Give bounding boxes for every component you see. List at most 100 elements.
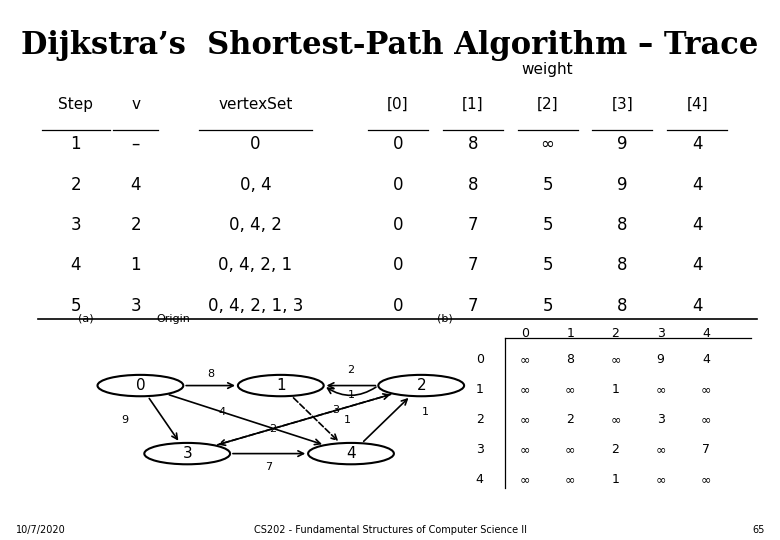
Text: ∞: ∞ [655, 383, 666, 396]
Text: Step: Step [58, 97, 94, 112]
Text: ∞: ∞ [519, 383, 530, 396]
Text: –: – [132, 135, 140, 153]
Text: ∞: ∞ [519, 413, 530, 426]
Text: ∞: ∞ [610, 353, 621, 366]
Text: 3: 3 [70, 216, 81, 234]
Text: 2: 2 [347, 365, 355, 375]
Text: [0]: [0] [387, 97, 409, 112]
Text: 3: 3 [657, 413, 665, 426]
Text: ∞: ∞ [610, 413, 621, 426]
Text: 2: 2 [130, 216, 141, 234]
Text: 3: 3 [332, 405, 339, 415]
Text: ∞: ∞ [655, 443, 666, 456]
Text: 0: 0 [392, 216, 403, 234]
Text: 0, 4, 2, 1, 3: 0, 4, 2, 1, 3 [207, 297, 303, 315]
Text: ∞: ∞ [700, 413, 711, 426]
Text: 2: 2 [612, 443, 619, 456]
Text: ∞: ∞ [565, 474, 576, 487]
Text: 1: 1 [348, 390, 354, 400]
Text: [3]: [3] [612, 97, 633, 112]
Text: 7: 7 [265, 462, 273, 472]
Text: 4: 4 [346, 446, 356, 461]
Text: 8: 8 [617, 256, 628, 274]
Text: 8: 8 [566, 353, 574, 366]
Text: ∞: ∞ [519, 443, 530, 456]
Text: 1: 1 [612, 474, 619, 487]
Text: 9: 9 [121, 415, 129, 424]
Text: 4: 4 [692, 135, 703, 153]
Text: v: v [131, 97, 140, 112]
Text: 7: 7 [702, 443, 710, 456]
Circle shape [238, 375, 324, 396]
Text: ∞: ∞ [655, 474, 666, 487]
Text: 3: 3 [183, 446, 192, 461]
Text: 5: 5 [542, 216, 553, 234]
Text: 7: 7 [467, 297, 478, 315]
Text: 7: 7 [467, 216, 478, 234]
Text: (b): (b) [437, 314, 452, 323]
Text: 0: 0 [476, 353, 484, 366]
Text: 1: 1 [70, 135, 81, 153]
Text: 8: 8 [207, 369, 215, 379]
Text: 4: 4 [702, 327, 710, 340]
Text: 4: 4 [130, 176, 141, 193]
Circle shape [378, 375, 464, 396]
Text: 10/7/2020: 10/7/2020 [16, 524, 66, 535]
Text: [4]: [4] [686, 97, 708, 112]
Text: 4: 4 [702, 353, 710, 366]
Text: 4: 4 [476, 474, 484, 487]
Text: 9: 9 [617, 135, 628, 153]
Text: 4: 4 [218, 407, 226, 417]
Text: 0: 0 [392, 176, 403, 193]
Text: 9: 9 [617, 176, 628, 193]
Text: 4: 4 [692, 216, 703, 234]
Text: ∞: ∞ [565, 443, 576, 456]
Text: ∞: ∞ [700, 383, 711, 396]
Text: 0: 0 [392, 256, 403, 274]
Text: (a): (a) [78, 314, 94, 323]
Text: 2: 2 [417, 378, 426, 393]
Circle shape [144, 443, 230, 464]
Text: 1: 1 [422, 407, 428, 417]
Text: [1]: [1] [462, 97, 484, 112]
Text: 1: 1 [476, 383, 484, 396]
Text: 2: 2 [70, 176, 81, 193]
Text: 5: 5 [542, 176, 553, 193]
Text: 3: 3 [476, 443, 484, 456]
Text: 4: 4 [692, 256, 703, 274]
Text: 9: 9 [657, 353, 665, 366]
Text: 1: 1 [566, 327, 574, 340]
Text: 0: 0 [250, 135, 261, 153]
Text: 4: 4 [692, 297, 703, 315]
Text: weight: weight [522, 62, 573, 77]
Text: 65: 65 [752, 524, 764, 535]
Text: Dijkstra’s  Shortest-Path Algorithm – Trace: Dijkstra’s Shortest-Path Algorithm – Tra… [21, 30, 759, 60]
Text: 0: 0 [392, 297, 403, 315]
Text: Origin: Origin [156, 314, 190, 323]
Text: ∞: ∞ [519, 474, 530, 487]
Text: 8: 8 [617, 297, 628, 315]
Text: 7: 7 [467, 256, 478, 274]
Text: 1: 1 [612, 383, 619, 396]
Text: 3: 3 [657, 327, 665, 340]
Text: 2: 2 [612, 327, 619, 340]
Text: 2: 2 [476, 413, 484, 426]
Text: 8: 8 [467, 135, 478, 153]
Text: 4: 4 [70, 256, 81, 274]
Text: 0: 0 [136, 378, 145, 393]
Text: ∞: ∞ [565, 383, 576, 396]
Text: 1: 1 [276, 378, 285, 393]
Text: ∞: ∞ [700, 474, 711, 487]
Text: vertexSet: vertexSet [218, 97, 292, 112]
Text: 0, 4: 0, 4 [239, 176, 271, 193]
Text: 2: 2 [566, 413, 574, 426]
Text: [2]: [2] [537, 97, 558, 112]
Text: 2: 2 [269, 424, 277, 434]
Text: 8: 8 [617, 216, 628, 234]
Text: 0: 0 [521, 327, 529, 340]
Text: 0: 0 [392, 135, 403, 153]
Circle shape [308, 443, 394, 464]
Text: CS202 - Fundamental Structures of Computer Science II: CS202 - Fundamental Structures of Comput… [254, 524, 526, 535]
Text: 8: 8 [467, 176, 478, 193]
Text: 5: 5 [542, 297, 553, 315]
